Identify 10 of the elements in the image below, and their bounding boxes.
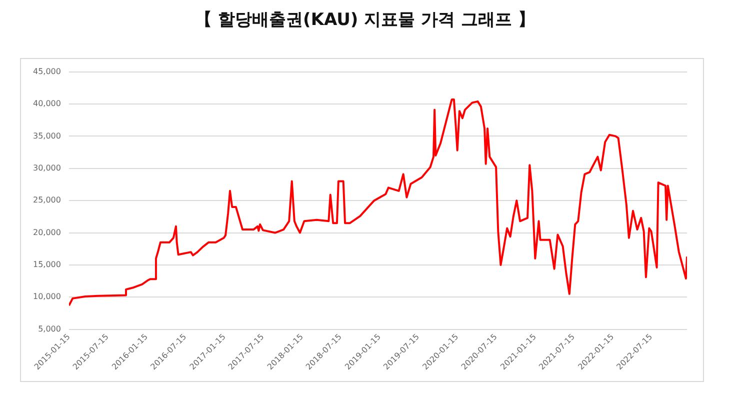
y-tick-label: 35,000 [32,131,61,140]
y-tick-label: 45,000 [32,66,61,76]
y-tick-label: 5,000 [38,324,61,334]
y-tick-label: 25,000 [32,196,61,205]
y-tick-label: 20,000 [32,228,61,237]
y-tick-label: 30,000 [32,163,61,172]
y-tick-label: 10,000 [32,292,61,302]
y-tick-label: 15,000 [32,260,61,270]
y-tick-label: 40,000 [32,99,61,108]
chart-title: 【 할당배출권(KAU) 지표물 가격 그래프 】 [194,9,536,31]
